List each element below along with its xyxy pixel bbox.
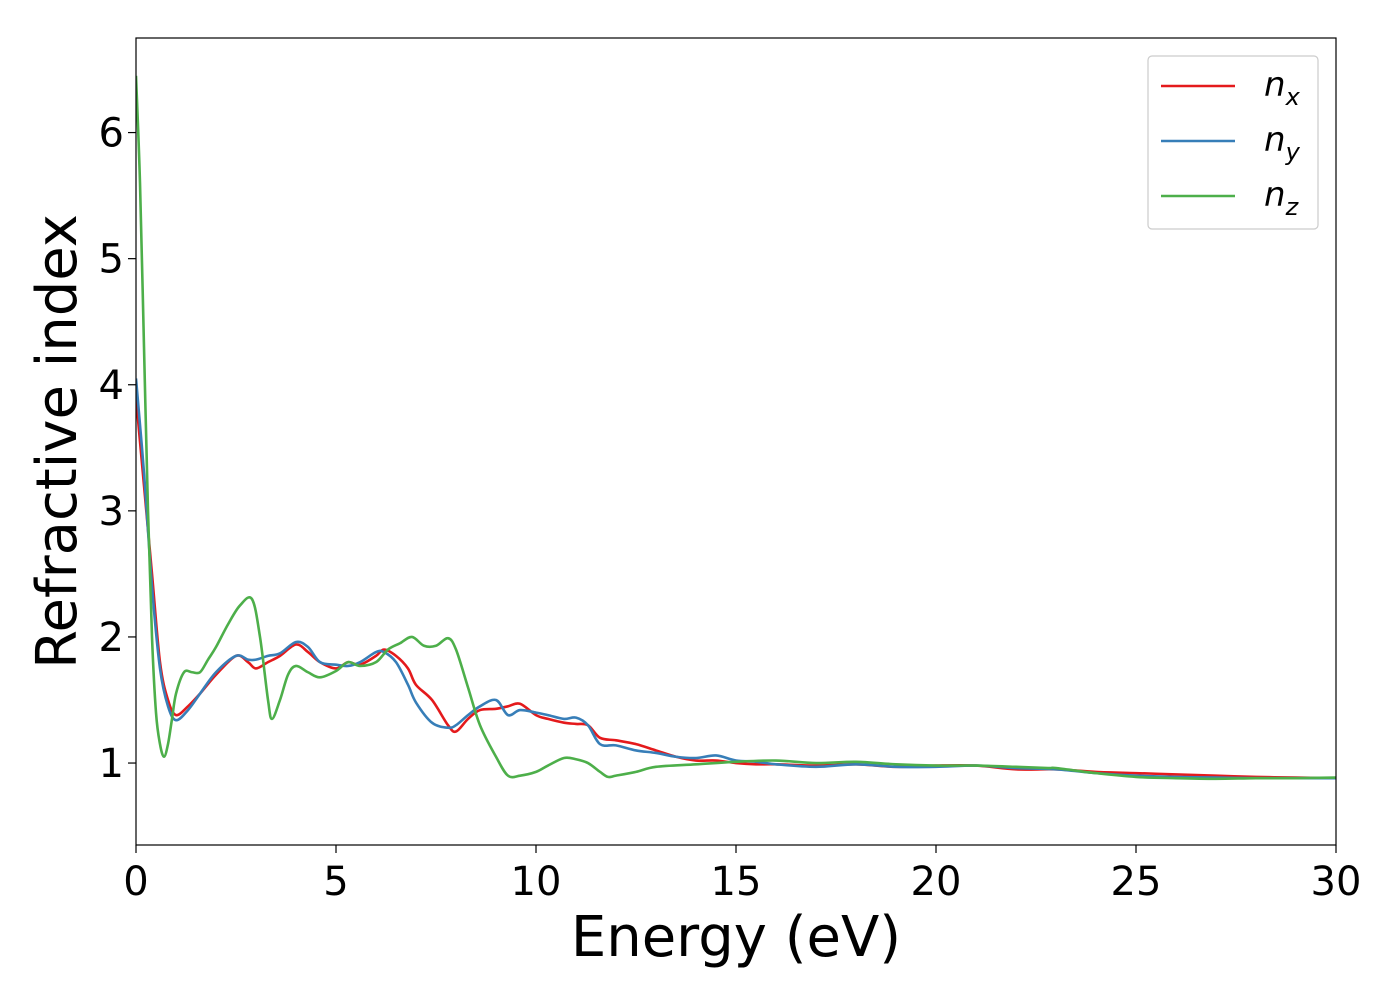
legend-label-nx: nx: [1264, 65, 1301, 111]
x-tick-label: 20: [911, 859, 962, 905]
x-axis-ticks: 0 5 10 15 20 25 30: [123, 845, 1361, 905]
y-tick-label: 2: [99, 615, 124, 661]
legend-box: [1147, 55, 1319, 230]
series-line-ny: [136, 378, 1336, 780]
series-line-nz: [136, 75, 1336, 781]
x-tick-label: 25: [1111, 859, 1162, 905]
x-tick-label: 30: [1311, 859, 1362, 905]
legend-label-ny: ny: [1264, 120, 1301, 166]
x-tick-label: 0: [123, 859, 148, 905]
legend-label-nz: nz: [1264, 175, 1300, 221]
legend: nx ny nz: [1147, 55, 1319, 230]
x-tick-label: 5: [323, 859, 348, 905]
y-tick-label: 5: [99, 237, 124, 283]
x-tick-label: 10: [511, 859, 562, 905]
x-axis-title: Energy (eV): [571, 905, 901, 970]
y-tick-label: 3: [99, 489, 124, 535]
y-tick-label: 1: [99, 741, 124, 787]
x-tick-label: 15: [711, 859, 762, 905]
plot-lines: [136, 75, 1336, 781]
y-axis-ticks: 1 2 3 4 5 6: [99, 111, 136, 787]
y-axis-title: Refractive index: [25, 214, 90, 669]
y-tick-label: 6: [99, 111, 124, 157]
y-tick-label: 4: [99, 363, 124, 409]
